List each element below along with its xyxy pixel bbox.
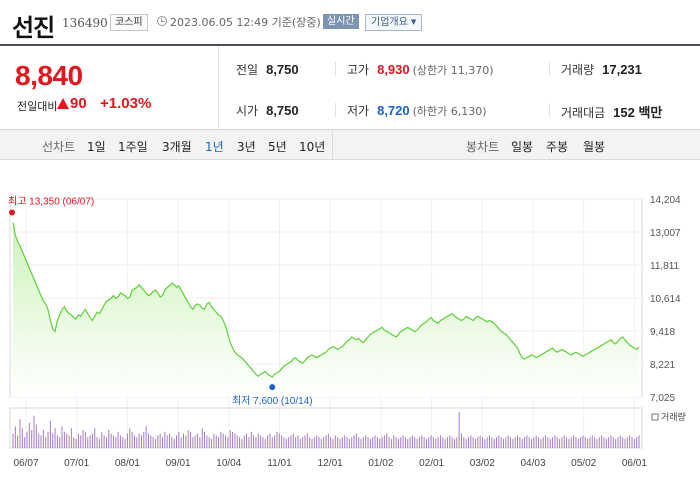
change-label: 전일대비 <box>17 100 58 113</box>
x-tick-label: 06/01 <box>622 458 647 469</box>
period-3m[interactable]: 3개월 <box>162 140 192 154</box>
period-1y[interactable]: 1년 <box>205 140 224 154</box>
low-annotation: 최저 7,600 (10/14) <box>232 395 313 407</box>
y-tick-label: 13,007 <box>650 228 681 239</box>
high-marker <box>9 209 15 216</box>
stock-code: 136490 <box>62 16 108 30</box>
x-tick-label: 03/02 <box>470 458 495 469</box>
y-tick-label: 7,025 <box>650 393 675 404</box>
price-summary: 8,840 전일대비 90 +1.03% 전일 8,750 고가 8,930 (상한가… <box>0 44 700 130</box>
period-3y[interactable]: 3년 <box>237 140 256 154</box>
current-price-box: 8,840 전일대비 90 +1.03% <box>0 46 219 130</box>
x-tick-label: 04/03 <box>520 458 545 469</box>
clock-icon <box>157 16 167 26</box>
price-area <box>13 222 639 397</box>
up-arrow-icon <box>57 98 69 109</box>
low-label: 저가 <box>347 104 370 118</box>
x-tick-label: 05/02 <box>571 458 596 469</box>
company-info-button[interactable]: 기업개요 ▼ <box>365 14 423 31</box>
x-tick-label: 08/01 <box>115 458 140 469</box>
price-chart[interactable]: 14,204 13,007 11,811 10,614 9,418 8,221 7,025 0… <box>0 160 700 482</box>
divider <box>335 62 336 76</box>
chevron-down-icon: ▼ <box>410 18 417 26</box>
change-value: 90 <box>70 95 87 112</box>
open-stat: 시가 8,750 <box>236 102 299 119</box>
line-chart-label: 선차트 <box>42 140 76 154</box>
divider <box>332 130 333 160</box>
volume-legend-icon <box>651 413 659 421</box>
period-5y[interactable]: 5년 <box>268 140 287 154</box>
divider <box>335 103 336 117</box>
volume-stat: 거래량 17,231 <box>561 61 642 78</box>
high-stat: 고가 8,930 (상한가 11,370) <box>347 61 494 78</box>
period-1d[interactable]: 1일 <box>87 140 106 154</box>
x-tick-label: 09/01 <box>166 458 191 469</box>
y-tick-label: 11,811 <box>650 261 680 272</box>
x-tick-label: 06/07 <box>13 458 38 469</box>
prev-close-value: 8,750 <box>266 62 299 77</box>
high-label: 고가 <box>347 63 370 77</box>
volume-label: 거래량 <box>561 63 595 77</box>
lower-limit: (하한가 6,130) <box>412 105 487 118</box>
stock-name: 선진 <box>12 14 55 42</box>
open-label: 시가 <box>236 104 259 118</box>
y-tick-label: 9,418 <box>650 327 675 338</box>
quote-datetime: 2023.06.05 12:49 기준(장중) <box>170 16 321 29</box>
x-tick-label: 12/01 <box>318 458 343 469</box>
company-info-label: 기업개요 <box>371 17 408 28</box>
realtime-button[interactable]: 실시간 <box>323 14 359 29</box>
x-tick-label: 01/02 <box>368 458 393 469</box>
y-tick-label: 8,221 <box>650 360 675 371</box>
prev-close-label: 전일 <box>236 63 259 77</box>
candle-chart-label: 봉차트 <box>466 140 500 154</box>
amount-label: 거래대금 <box>561 106 606 120</box>
stock-header: 선진 136490 코스피 2023.06.05 12:49 기준(장중) 실시… <box>0 0 700 44</box>
candle-daily[interactable]: 일봉 <box>511 140 534 154</box>
period-1w[interactable]: 1주일 <box>118 140 148 154</box>
amount-stat: 거래대금 152 백만 <box>561 102 662 121</box>
candle-monthly[interactable]: 월봉 <box>583 140 606 154</box>
price-line <box>12 222 640 378</box>
current-price: 8,840 <box>15 60 83 91</box>
chart-period-bar: 선차트 1일 1주일 3개월 1년 3년 5년 10년 봉차트 일봉 주봉 월봉 <box>0 130 700 160</box>
high-value: 8,930 <box>377 62 410 77</box>
price-chart-svg: 14,204 13,007 11,811 10,614 9,418 8,221 7,025 0… <box>8 195 686 469</box>
candle-weekly[interactable]: 주봉 <box>546 140 569 154</box>
low-stat: 저가 8,720 (하한가 6,130) <box>347 102 487 119</box>
prev-close-stat: 전일 8,750 <box>236 61 299 78</box>
amount-value: 152 백만 <box>613 105 663 120</box>
x-tick-label: 11/01 <box>267 458 292 469</box>
low-marker <box>269 384 276 391</box>
upper-limit: (상한가 11,370) <box>412 64 494 77</box>
volume-value: 17,231 <box>602 62 642 77</box>
open-value: 8,750 <box>266 103 299 118</box>
y-tick-label: 10,614 <box>650 294 681 305</box>
market-badge: 코스피 <box>110 14 148 31</box>
x-tick-label: 10/04 <box>216 458 241 469</box>
volume-legend-label: 거래량 <box>661 411 686 422</box>
divider <box>549 62 550 76</box>
change-rate: +1.03% <box>100 95 152 112</box>
x-tick-label: 02/01 <box>419 458 444 469</box>
divider <box>549 103 550 117</box>
y-tick-label: 14,204 <box>650 195 681 206</box>
low-value: 8,720 <box>377 103 410 118</box>
high-annotation: 최고 13,350 (06/07) <box>8 196 94 208</box>
period-10y[interactable]: 10년 <box>299 140 326 154</box>
x-tick-label: 07/01 <box>64 458 89 469</box>
